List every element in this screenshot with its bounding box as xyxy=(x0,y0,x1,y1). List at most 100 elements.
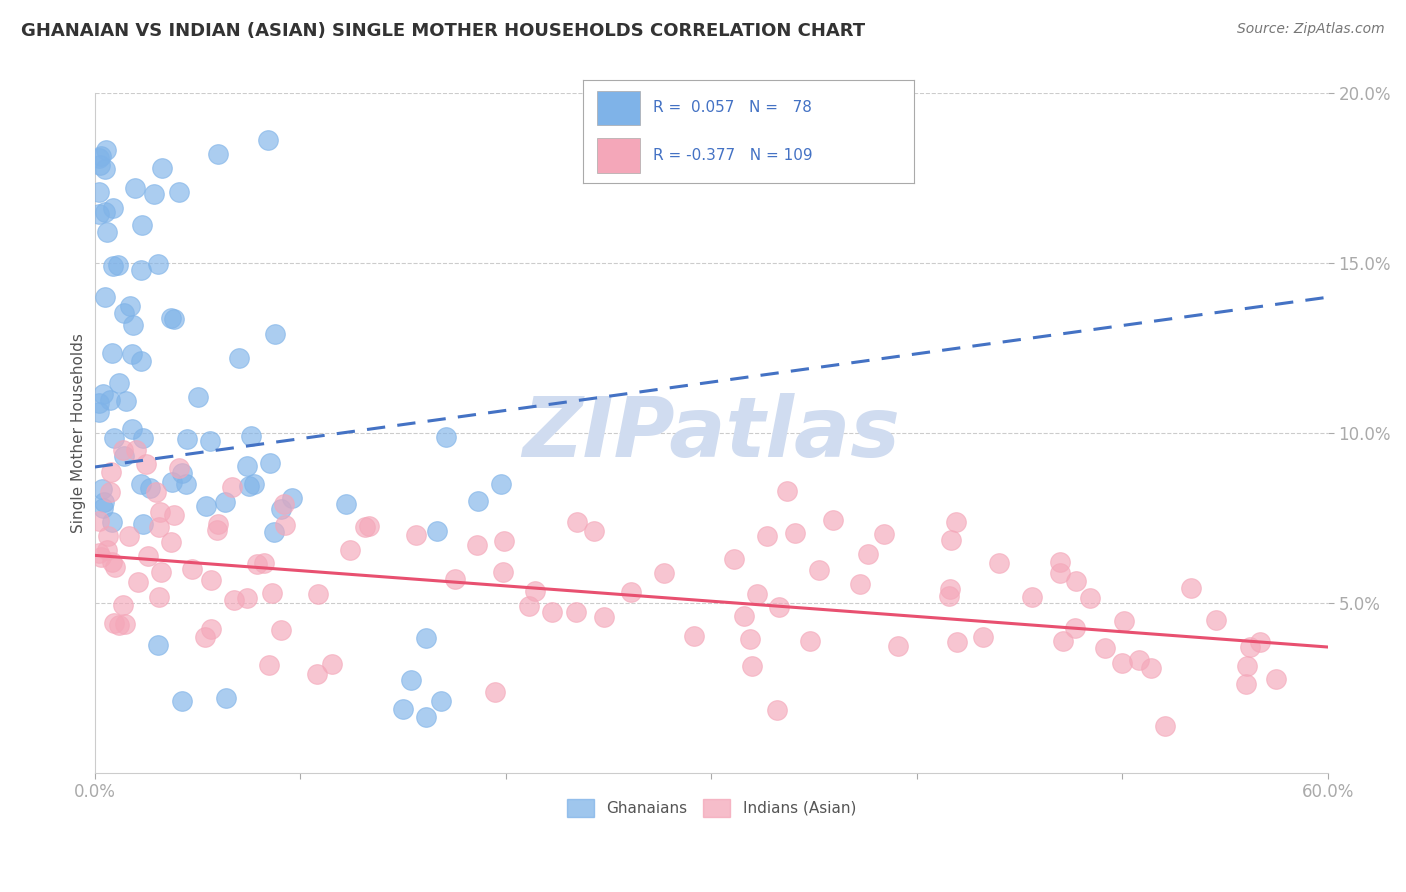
Point xyxy=(136,549,159,564)
Point xyxy=(492,566,515,580)
Point xyxy=(430,694,453,708)
Point xyxy=(281,491,304,505)
Point xyxy=(399,673,422,688)
Point xyxy=(89,158,111,172)
Point xyxy=(215,691,238,706)
Point xyxy=(260,586,283,600)
Text: GHANAIAN VS INDIAN (ASIAN) SINGLE MOTHER HOUSEHOLDS CORRELATION CHART: GHANAIAN VS INDIAN (ASIAN) SINGLE MOTHER… xyxy=(21,22,865,40)
Point xyxy=(125,443,148,458)
Point xyxy=(228,351,250,365)
Point xyxy=(107,376,129,390)
Point xyxy=(176,432,198,446)
Point xyxy=(172,466,194,480)
Point xyxy=(111,598,134,612)
Text: Source: ZipAtlas.com: Source: ZipAtlas.com xyxy=(1237,22,1385,37)
Point xyxy=(194,630,217,644)
Point xyxy=(100,466,122,480)
Point xyxy=(484,684,506,698)
Point xyxy=(96,542,118,557)
Legend: Ghanaians, Indians (Asian): Ghanaians, Indians (Asian) xyxy=(561,793,862,822)
Point xyxy=(91,500,114,515)
Point xyxy=(541,605,564,619)
Point xyxy=(101,515,124,529)
Point xyxy=(682,628,704,642)
Point xyxy=(145,485,167,500)
Point xyxy=(887,640,910,654)
Point xyxy=(103,259,125,273)
Point xyxy=(565,515,588,529)
Point xyxy=(87,185,110,199)
Point xyxy=(114,616,136,631)
Point xyxy=(517,599,540,613)
Point xyxy=(1094,640,1116,655)
Point xyxy=(135,457,157,471)
Point xyxy=(90,149,112,163)
Point xyxy=(359,518,381,533)
Point xyxy=(104,560,127,574)
Point xyxy=(1236,658,1258,673)
Point xyxy=(207,147,229,161)
Point xyxy=(221,480,243,494)
Text: R = -0.377   N = 109: R = -0.377 N = 109 xyxy=(652,148,813,162)
Point xyxy=(467,493,489,508)
Point xyxy=(775,483,797,498)
Point xyxy=(131,218,153,232)
Point xyxy=(1153,719,1175,733)
Point xyxy=(256,133,278,147)
Point xyxy=(146,257,169,271)
Point xyxy=(270,502,292,516)
Point xyxy=(1021,590,1043,604)
Point xyxy=(1234,677,1257,691)
Point xyxy=(1052,634,1074,648)
Point xyxy=(87,151,110,165)
Point xyxy=(745,587,768,601)
Point xyxy=(160,311,183,326)
Point xyxy=(1128,653,1150,667)
Point xyxy=(270,623,292,637)
Point xyxy=(112,443,135,458)
Point xyxy=(1064,621,1087,635)
Point xyxy=(1140,661,1163,675)
Point xyxy=(207,516,229,531)
Point xyxy=(107,258,129,272)
Point xyxy=(263,327,285,342)
Point xyxy=(160,534,183,549)
Point xyxy=(132,517,155,532)
Point xyxy=(200,573,222,587)
Point xyxy=(307,587,329,601)
Point xyxy=(101,555,124,569)
Point xyxy=(200,622,222,636)
Point xyxy=(98,392,121,407)
Point xyxy=(97,529,120,543)
Point xyxy=(1112,615,1135,629)
Point xyxy=(243,477,266,491)
Point xyxy=(1239,640,1261,654)
Point xyxy=(799,633,821,648)
Point xyxy=(87,514,110,528)
Point xyxy=(94,205,117,219)
Point xyxy=(755,529,778,543)
Point xyxy=(259,456,281,470)
Point xyxy=(257,657,280,672)
Point xyxy=(162,508,184,522)
Point xyxy=(112,306,135,320)
Point xyxy=(214,495,236,509)
Point xyxy=(1205,613,1227,627)
Point xyxy=(938,589,960,603)
Point xyxy=(273,517,295,532)
Point xyxy=(723,552,745,566)
Point xyxy=(150,161,173,176)
Point xyxy=(98,485,121,500)
Point xyxy=(115,394,138,409)
Point xyxy=(91,482,114,496)
Point xyxy=(142,186,165,201)
Point xyxy=(492,533,515,548)
Point xyxy=(1049,555,1071,569)
Point xyxy=(148,520,170,534)
Point xyxy=(103,431,125,445)
Point xyxy=(148,638,170,652)
Point xyxy=(392,702,415,716)
Point xyxy=(945,515,967,529)
Point xyxy=(118,528,141,542)
Point xyxy=(131,477,153,491)
